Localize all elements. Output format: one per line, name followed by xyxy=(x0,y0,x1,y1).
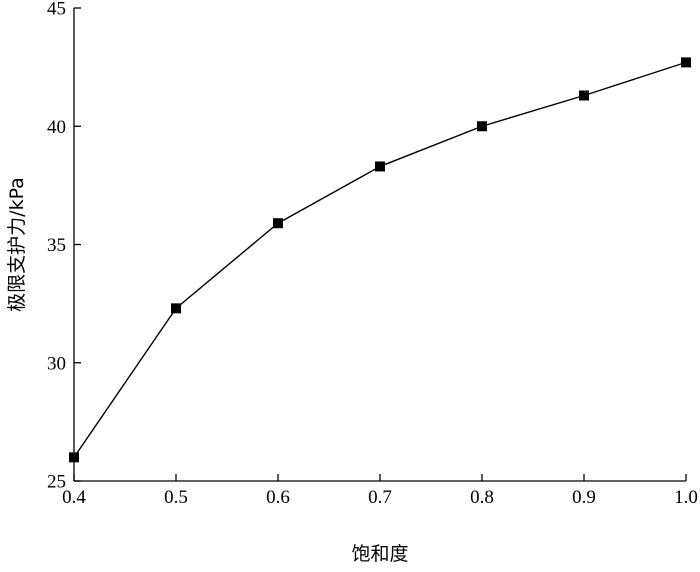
data-point-0 xyxy=(69,452,79,463)
x-axis-title: 饱和度 xyxy=(351,543,408,565)
data-point-4 xyxy=(477,121,487,132)
y-axis-title: 极限支护力/kPa xyxy=(6,177,28,312)
x-tick-label-1: 0.5 xyxy=(164,487,188,508)
data-point-3 xyxy=(375,161,385,172)
data-point-2 xyxy=(273,218,283,229)
y-tick-label-0: 25 xyxy=(47,472,66,493)
x-tick-label-6: 1.0 xyxy=(674,487,698,508)
x-tick-label-5: 0.9 xyxy=(572,487,596,508)
data-point-6 xyxy=(681,57,691,68)
y-tick-label-1: 30 xyxy=(47,353,66,374)
data-point-5 xyxy=(579,90,589,101)
y-tick-label-4: 45 xyxy=(47,0,66,20)
data-point-1 xyxy=(171,303,181,314)
x-ticks: 0.4 0.5 0.6 0.7 0.8 0.9 1.0 xyxy=(62,474,698,508)
x-tick-label-3: 0.7 xyxy=(368,487,392,508)
axes xyxy=(73,8,686,482)
y-ticks: 25 30 35 40 45 xyxy=(47,0,81,493)
y-tick-label-2: 35 xyxy=(47,235,66,256)
x-tick-label-4: 0.8 xyxy=(470,487,494,508)
series-layer xyxy=(69,57,691,463)
x-tick-label-0: 0.4 xyxy=(62,487,86,508)
x-tick-label-2: 0.6 xyxy=(266,487,290,508)
series-line-0 xyxy=(73,61,687,458)
y-tick-label-3: 40 xyxy=(47,117,66,138)
